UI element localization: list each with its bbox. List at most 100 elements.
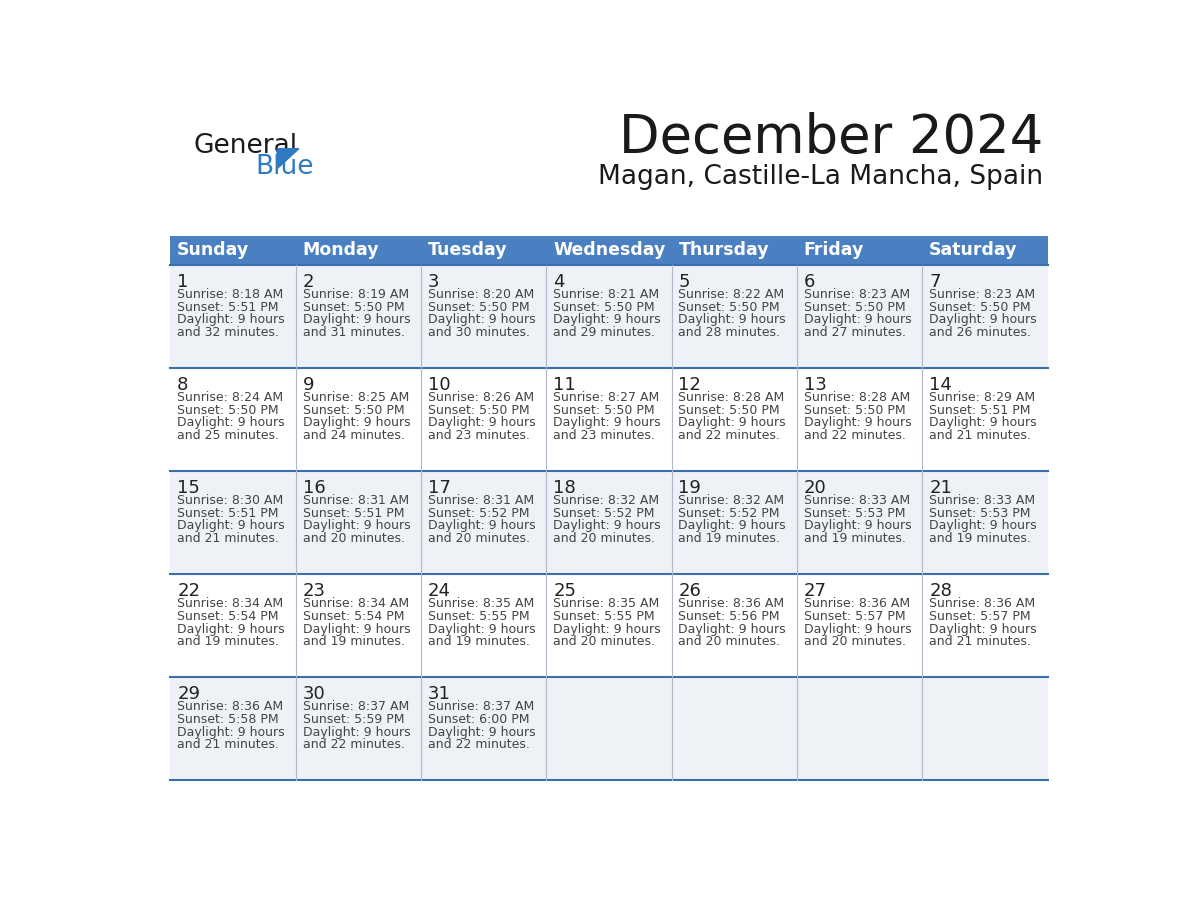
Text: Sunset: 5:54 PM: Sunset: 5:54 PM — [303, 610, 404, 622]
Text: Daylight: 9 hours: Daylight: 9 hours — [303, 725, 410, 739]
Text: 4: 4 — [554, 273, 564, 291]
Text: General: General — [194, 133, 297, 160]
Text: and 20 minutes.: and 20 minutes. — [428, 532, 530, 545]
Text: Thursday: Thursday — [678, 241, 769, 259]
Text: and 19 minutes.: and 19 minutes. — [678, 532, 781, 545]
Text: Daylight: 9 hours: Daylight: 9 hours — [177, 313, 285, 327]
Text: Sunset: 5:50 PM: Sunset: 5:50 PM — [554, 301, 655, 314]
Text: Sunrise: 8:34 AM: Sunrise: 8:34 AM — [177, 597, 283, 610]
Text: Sunrise: 8:36 AM: Sunrise: 8:36 AM — [804, 597, 910, 610]
Text: and 20 minutes.: and 20 minutes. — [303, 532, 404, 545]
Text: Sunset: 5:50 PM: Sunset: 5:50 PM — [428, 404, 530, 417]
Text: December 2024: December 2024 — [619, 112, 1043, 164]
Text: Daylight: 9 hours: Daylight: 9 hours — [678, 520, 786, 532]
Text: Sunset: 5:55 PM: Sunset: 5:55 PM — [428, 610, 530, 622]
Text: and 22 minutes.: and 22 minutes. — [804, 430, 905, 442]
Text: and 24 minutes.: and 24 minutes. — [303, 430, 404, 442]
Text: 13: 13 — [804, 375, 827, 394]
Text: Sunrise: 8:23 AM: Sunrise: 8:23 AM — [804, 288, 910, 301]
Text: and 23 minutes.: and 23 minutes. — [554, 430, 655, 442]
Text: and 26 minutes.: and 26 minutes. — [929, 326, 1031, 339]
Text: 3: 3 — [428, 273, 440, 291]
Text: 31: 31 — [428, 685, 450, 703]
Text: 20: 20 — [804, 478, 827, 497]
Text: Daylight: 9 hours: Daylight: 9 hours — [929, 520, 1037, 532]
Text: and 20 minutes.: and 20 minutes. — [554, 635, 655, 648]
Text: 23: 23 — [303, 582, 326, 599]
Text: 26: 26 — [678, 582, 701, 599]
Text: Magan, Castille-La Mancha, Spain: Magan, Castille-La Mancha, Spain — [599, 164, 1043, 190]
Text: Sunrise: 8:32 AM: Sunrise: 8:32 AM — [678, 494, 784, 507]
Text: Sunrise: 8:22 AM: Sunrise: 8:22 AM — [678, 288, 784, 301]
Text: and 21 minutes.: and 21 minutes. — [177, 532, 279, 545]
Text: Sunrise: 8:31 AM: Sunrise: 8:31 AM — [303, 494, 409, 507]
Text: and 23 minutes.: and 23 minutes. — [428, 430, 530, 442]
Text: Friday: Friday — [804, 241, 864, 259]
Text: Daylight: 9 hours: Daylight: 9 hours — [804, 417, 911, 430]
Text: 29: 29 — [177, 685, 200, 703]
Text: and 21 minutes.: and 21 minutes. — [177, 738, 279, 751]
Text: Sunrise: 8:37 AM: Sunrise: 8:37 AM — [303, 700, 409, 713]
Text: Sunday: Sunday — [177, 241, 249, 259]
Text: Sunset: 5:56 PM: Sunset: 5:56 PM — [678, 610, 781, 622]
Text: 7: 7 — [929, 273, 941, 291]
Text: Sunrise: 8:20 AM: Sunrise: 8:20 AM — [428, 288, 535, 301]
Text: Sunrise: 8:32 AM: Sunrise: 8:32 AM — [554, 494, 659, 507]
Text: 30: 30 — [303, 685, 326, 703]
Text: Sunset: 5:52 PM: Sunset: 5:52 PM — [678, 507, 781, 520]
Text: Sunset: 6:00 PM: Sunset: 6:00 PM — [428, 713, 530, 726]
Text: Sunset: 5:50 PM: Sunset: 5:50 PM — [303, 301, 404, 314]
Text: and 20 minutes.: and 20 minutes. — [804, 635, 905, 648]
Text: Sunset: 5:53 PM: Sunset: 5:53 PM — [929, 507, 1031, 520]
Text: Sunrise: 8:33 AM: Sunrise: 8:33 AM — [929, 494, 1035, 507]
Text: and 19 minutes.: and 19 minutes. — [804, 532, 905, 545]
Text: Sunrise: 8:35 AM: Sunrise: 8:35 AM — [554, 597, 659, 610]
Bar — [170, 265, 1048, 368]
Text: 2: 2 — [303, 273, 314, 291]
Text: Daylight: 9 hours: Daylight: 9 hours — [554, 313, 661, 327]
Bar — [170, 236, 1048, 265]
Text: Sunset: 5:53 PM: Sunset: 5:53 PM — [804, 507, 905, 520]
Text: 19: 19 — [678, 478, 701, 497]
Text: 25: 25 — [554, 582, 576, 599]
Text: Sunset: 5:57 PM: Sunset: 5:57 PM — [929, 610, 1031, 622]
Text: Sunrise: 8:34 AM: Sunrise: 8:34 AM — [303, 597, 409, 610]
Text: Daylight: 9 hours: Daylight: 9 hours — [428, 417, 536, 430]
Text: Sunset: 5:52 PM: Sunset: 5:52 PM — [428, 507, 530, 520]
Text: Sunset: 5:50 PM: Sunset: 5:50 PM — [177, 404, 279, 417]
Bar — [170, 574, 1048, 677]
Text: Daylight: 9 hours: Daylight: 9 hours — [804, 313, 911, 327]
Text: Sunset: 5:54 PM: Sunset: 5:54 PM — [177, 610, 279, 622]
Text: Daylight: 9 hours: Daylight: 9 hours — [554, 417, 661, 430]
Text: Daylight: 9 hours: Daylight: 9 hours — [303, 417, 410, 430]
Text: 15: 15 — [177, 478, 200, 497]
Text: 22: 22 — [177, 582, 200, 599]
Text: Sunset: 5:57 PM: Sunset: 5:57 PM — [804, 610, 905, 622]
Text: 5: 5 — [678, 273, 690, 291]
Text: 21: 21 — [929, 478, 952, 497]
Text: Sunset: 5:51 PM: Sunset: 5:51 PM — [177, 507, 279, 520]
Text: 6: 6 — [804, 273, 815, 291]
Polygon shape — [277, 149, 299, 169]
Text: Sunset: 5:50 PM: Sunset: 5:50 PM — [804, 301, 905, 314]
Text: Sunset: 5:50 PM: Sunset: 5:50 PM — [678, 404, 781, 417]
Text: Sunset: 5:51 PM: Sunset: 5:51 PM — [177, 301, 279, 314]
Text: 18: 18 — [554, 478, 576, 497]
Bar — [170, 471, 1048, 574]
Text: Daylight: 9 hours: Daylight: 9 hours — [678, 417, 786, 430]
Text: Daylight: 9 hours: Daylight: 9 hours — [177, 622, 285, 635]
Text: 11: 11 — [554, 375, 576, 394]
Bar — [170, 368, 1048, 471]
Text: and 22 minutes.: and 22 minutes. — [428, 738, 530, 751]
Text: Sunrise: 8:19 AM: Sunrise: 8:19 AM — [303, 288, 409, 301]
Text: Daylight: 9 hours: Daylight: 9 hours — [929, 417, 1037, 430]
Text: Sunrise: 8:28 AM: Sunrise: 8:28 AM — [678, 391, 785, 404]
Text: Sunrise: 8:35 AM: Sunrise: 8:35 AM — [428, 597, 535, 610]
Text: Daylight: 9 hours: Daylight: 9 hours — [929, 313, 1037, 327]
Text: Sunrise: 8:36 AM: Sunrise: 8:36 AM — [929, 597, 1035, 610]
Text: Daylight: 9 hours: Daylight: 9 hours — [177, 520, 285, 532]
Text: and 31 minutes.: and 31 minutes. — [303, 326, 404, 339]
Text: Sunrise: 8:33 AM: Sunrise: 8:33 AM — [804, 494, 910, 507]
Text: Daylight: 9 hours: Daylight: 9 hours — [428, 725, 536, 739]
Text: Daylight: 9 hours: Daylight: 9 hours — [554, 520, 661, 532]
